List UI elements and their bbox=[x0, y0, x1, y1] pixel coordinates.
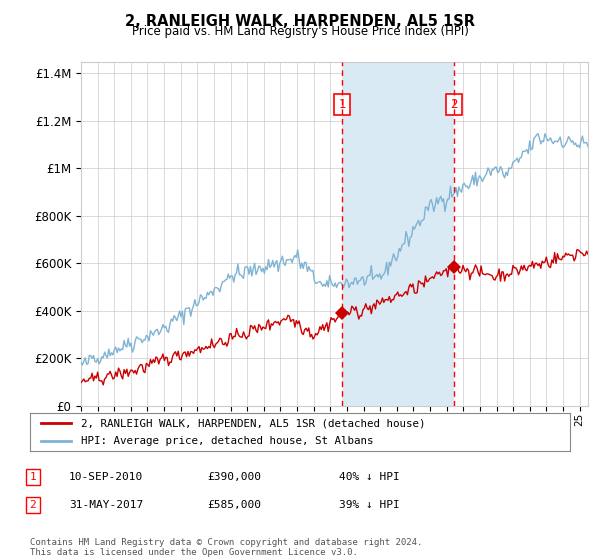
Text: Contains HM Land Registry data © Crown copyright and database right 2024.
This d: Contains HM Land Registry data © Crown c… bbox=[30, 538, 422, 557]
Text: 1: 1 bbox=[338, 98, 346, 111]
Text: 2: 2 bbox=[29, 500, 37, 510]
Text: 2, RANLEIGH WALK, HARPENDEN, AL5 1SR: 2, RANLEIGH WALK, HARPENDEN, AL5 1SR bbox=[125, 14, 475, 29]
Text: 31-MAY-2017: 31-MAY-2017 bbox=[69, 500, 143, 510]
Text: 40% ↓ HPI: 40% ↓ HPI bbox=[339, 472, 400, 482]
Text: Price paid vs. HM Land Registry's House Price Index (HPI): Price paid vs. HM Land Registry's House … bbox=[131, 25, 469, 38]
Text: 10-SEP-2010: 10-SEP-2010 bbox=[69, 472, 143, 482]
Text: 2: 2 bbox=[450, 98, 457, 111]
Text: 39% ↓ HPI: 39% ↓ HPI bbox=[339, 500, 400, 510]
Text: HPI: Average price, detached house, St Albans: HPI: Average price, detached house, St A… bbox=[82, 436, 374, 446]
Bar bbox=[342, 62, 454, 406]
Text: £585,000: £585,000 bbox=[207, 500, 261, 510]
Text: £390,000: £390,000 bbox=[207, 472, 261, 482]
Text: 1: 1 bbox=[29, 472, 37, 482]
Text: 2, RANLEIGH WALK, HARPENDEN, AL5 1SR (detached house): 2, RANLEIGH WALK, HARPENDEN, AL5 1SR (de… bbox=[82, 418, 426, 428]
